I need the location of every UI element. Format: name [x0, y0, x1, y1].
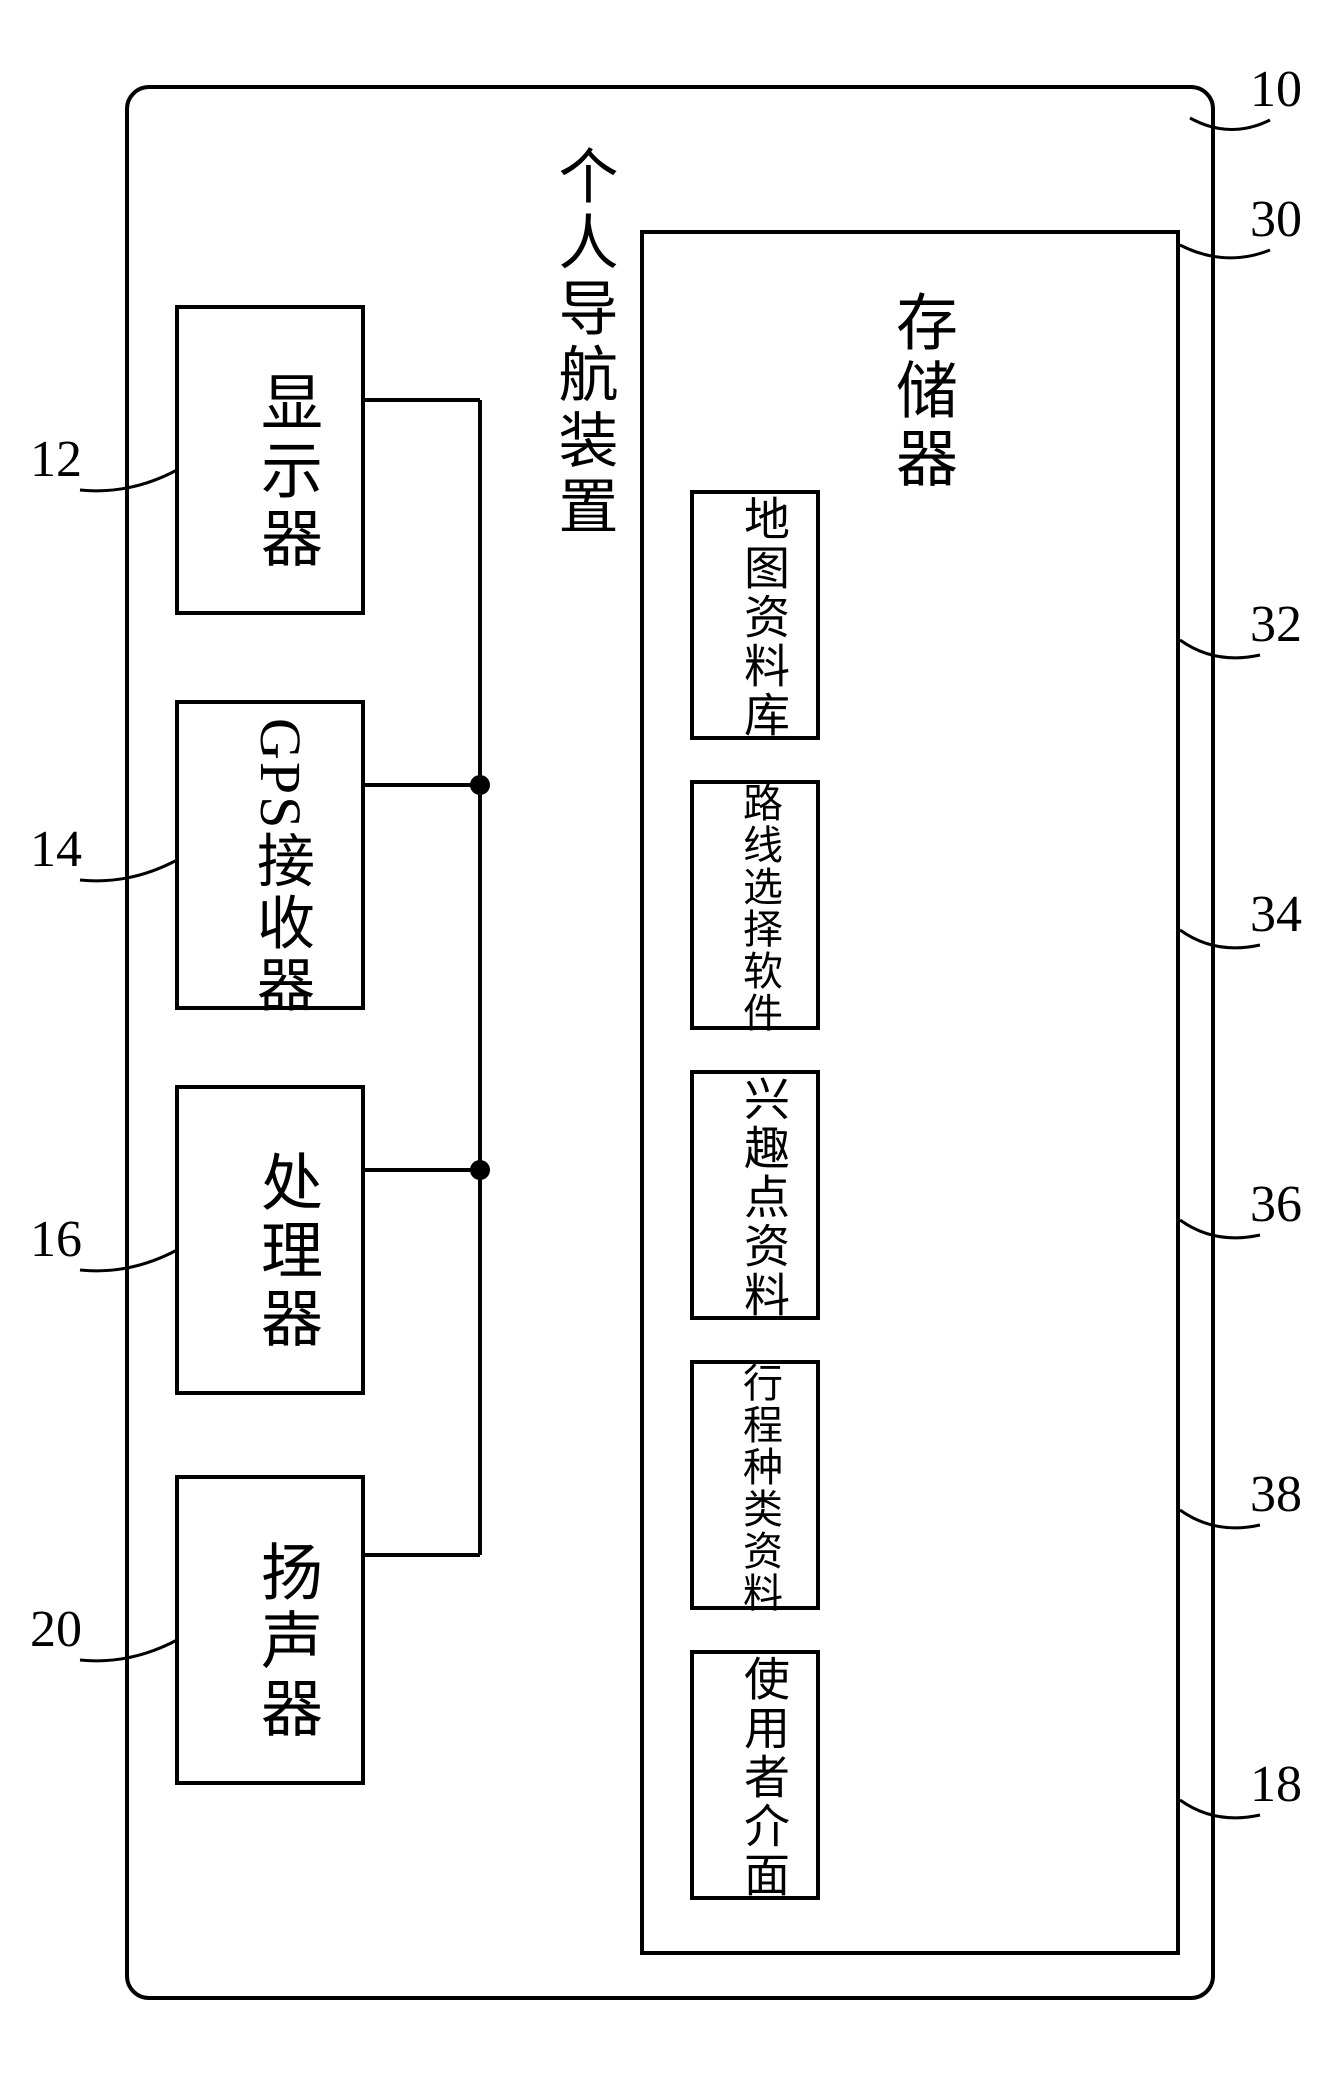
route-label: 路线选择软件 — [730, 782, 788, 1034]
gps-ref: 14 — [30, 820, 82, 879]
device-title: 个人导航装置 — [540, 145, 627, 541]
trip-ref: 38 — [1250, 1465, 1302, 1524]
gps-label: GPS接收器 — [238, 718, 333, 1016]
diagram-stage: 个人导航装置 10 显示器 GPS接收器 处理器 扬声器 12 14 16 20… — [0, 0, 1339, 2096]
memory-ref-label: 30 — [1250, 190, 1302, 249]
speaker-ref: 20 — [30, 1600, 82, 1659]
ui-ref: 18 — [1250, 1755, 1302, 1814]
mapdb-label: 地图资料库 — [730, 495, 796, 740]
mapdb-ref: 32 — [1250, 595, 1302, 654]
cpu-ref: 16 — [30, 1210, 82, 1269]
poi-label: 兴趣点资料 — [730, 1075, 796, 1320]
cpu-label: 处理器 — [240, 1150, 330, 1354]
display-label: 显示器 — [240, 370, 330, 574]
speaker-label: 扬声器 — [240, 1540, 330, 1744]
route-ref: 34 — [1250, 885, 1302, 944]
memory-title: 存储器 — [875, 290, 965, 494]
device-ref-label: 10 — [1250, 60, 1302, 119]
poi-ref: 36 — [1250, 1175, 1302, 1234]
display-ref: 12 — [30, 430, 82, 489]
ui-label: 使用者介面 — [730, 1655, 796, 1900]
trip-label: 行程种类资料 — [730, 1362, 788, 1614]
